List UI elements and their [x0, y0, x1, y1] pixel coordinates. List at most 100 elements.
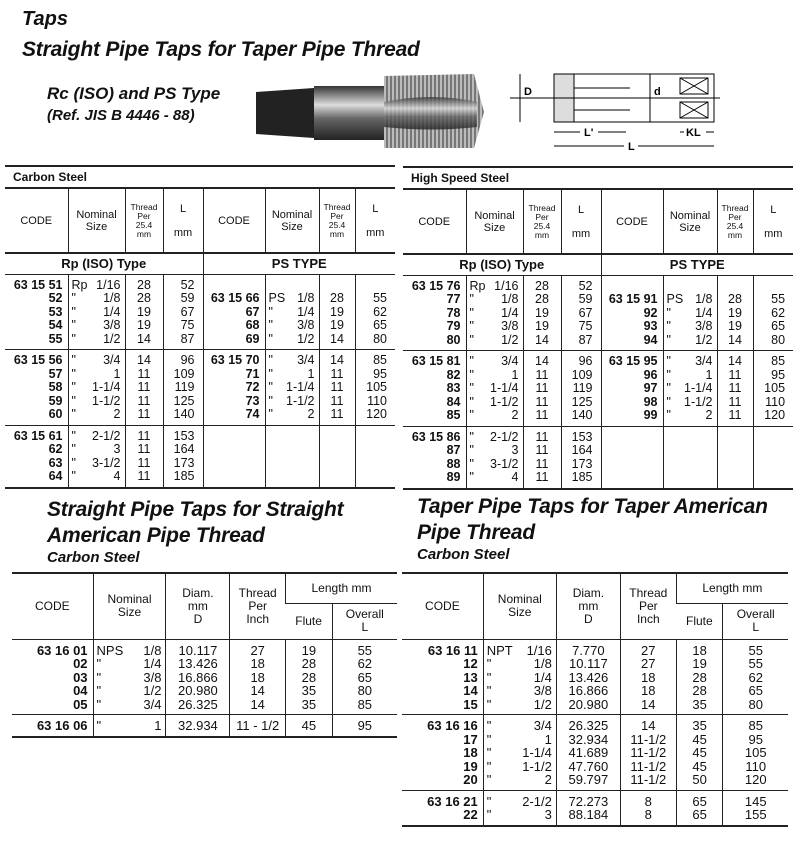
code: 93 [643, 319, 658, 333]
overall-length: 55 [748, 642, 763, 658]
thread: 11 [330, 366, 344, 381]
diameter: 59.797 [568, 772, 609, 787]
section-title: Taper Pipe Taps for Taper American Pipe … [417, 495, 768, 544]
length: 67 [180, 304, 195, 319]
nominal-prefix: " [469, 367, 474, 382]
nominal: " 2-1/2 [484, 793, 556, 809]
code: 72 [245, 380, 260, 394]
taper-pipe-table: CODE Nominal Size Diam. mm D Thread Per Inc… [402, 572, 788, 827]
code: 63 15 81 [411, 354, 461, 368]
nominal-prefix: " [469, 381, 474, 395]
nominal-size: 1 [307, 366, 315, 381]
length: 59 [180, 291, 195, 305]
nominal: " 3/8 [664, 319, 717, 334]
column-header-thread: Thread Per 25.4 mm [522, 189, 561, 255]
code: 62 [48, 442, 63, 456]
thread: 27 [641, 642, 656, 658]
flute-length-cell: 65 65 [675, 790, 723, 827]
thread: 11 - 1/2 [236, 718, 280, 733]
nominal-size: 3/4 [297, 353, 315, 367]
subtitle: Rc (ISO) and PS Type [47, 84, 221, 103]
thread-cell: 14 11 11 11 11 [716, 350, 753, 427]
nominal-prefix: " [486, 793, 492, 809]
thread: 27 [641, 656, 656, 671]
column-header-nominal: Nominal Size [92, 573, 166, 640]
header-row: CODE Nominal Size Thread Per 25.4 mm L mm CO… [403, 189, 794, 255]
thread: 11 [330, 393, 344, 408]
column-header-diam: Diam. mm D [555, 573, 621, 640]
nominal: " 2 [484, 773, 556, 787]
nominal: NPT 1/16 [484, 643, 556, 658]
code: 58 [48, 380, 63, 394]
thread: 11 [535, 456, 549, 471]
nominal-size: 1-1/2 [522, 758, 552, 774]
flute-length-cell: 45 [285, 714, 333, 738]
nominal: PS 1/8 [664, 292, 717, 307]
thread: 28 [535, 278, 549, 293]
nominal-prefix: " [96, 683, 102, 698]
nominal-prefix: " [71, 291, 76, 305]
column-header-diam: Diam. mm D [165, 573, 230, 640]
row-group: 63 15 86 87 88 89 " 2-1/2 " 3 " 3-1/2 " 4 11 11 11 11 15… [403, 426, 794, 490]
nominal-prefix: " [486, 669, 492, 685]
nominal: " 3/8 [266, 318, 319, 333]
nominal-prefix: " [469, 470, 474, 484]
nominal-size: 3/4 [143, 696, 162, 712]
straight-pipe-section: Straight Pipe Taps for Straight American… [47, 497, 344, 566]
flute-length: 50 [692, 772, 707, 787]
length: 140 [571, 408, 593, 422]
nominal: " 3/4 [94, 696, 166, 712]
nominal-prefix: " [469, 456, 474, 471]
code: 68 [245, 318, 260, 332]
nominal-cell: " 2-1/2 " 3 [482, 790, 557, 827]
nominal-prefix: " [469, 443, 474, 457]
nominal: " 3/8 [484, 684, 556, 698]
diameter: 13.426 [568, 669, 609, 685]
code: 85 [446, 408, 461, 422]
nominal-size: 2 [544, 772, 552, 787]
nominal-size: 2 [113, 407, 121, 421]
length: 164 [173, 442, 195, 456]
nominal-prefix: " [71, 353, 76, 367]
code: 69 [245, 331, 260, 346]
thread: 19 [330, 318, 344, 332]
section-title: PS TYPE [202, 253, 396, 275]
length-cell [354, 425, 396, 489]
nominal-size: 1/4 [297, 304, 315, 319]
flute-length: 45 [301, 718, 317, 733]
nominal-cell: " 3/4 " 1 " 1-1/4 " 1-1/2 " 2 [482, 714, 557, 791]
thread: 14 [641, 718, 656, 733]
spec-table: CODE Nominal Size Diam. mm D Thread Per Inc… [12, 572, 397, 738]
flute-length: 45 [692, 745, 707, 760]
section-title: Rp (ISO) Type [403, 254, 601, 276]
length: 120 [366, 407, 388, 421]
nominal-prefix: " [469, 354, 474, 368]
thread: 11 [535, 381, 549, 395]
nominal-prefix: " [666, 394, 671, 409]
overall-length: 65 [748, 683, 763, 698]
nominal-size: 1 [544, 731, 552, 747]
nominal-prefix: " [71, 428, 76, 443]
nominal: " 1 [69, 367, 125, 382]
spec-table: Carbon Steel CODE Nominal Size Thread Per 2… [5, 165, 396, 489]
overall-length: 105 [744, 745, 767, 760]
column-header-length: L mm [354, 188, 396, 254]
nominal-prefix: " [71, 380, 76, 394]
nominal-prefix: " [666, 332, 671, 347]
diameter: 20.980 [178, 683, 218, 698]
nominal: " 1-1/4 [664, 381, 717, 396]
nominal: " 3/8 [94, 670, 166, 685]
overall-length: 95 [748, 731, 763, 747]
nominal-prefix: " [486, 807, 492, 822]
nominal: " 1/8 [484, 657, 556, 671]
thread-cell: 14 11 11 11 11 [522, 350, 561, 427]
code: 13 [463, 669, 478, 685]
thread: 11 [535, 429, 549, 444]
thread: 18 [641, 669, 656, 685]
thread: 28 [137, 291, 151, 305]
nominal: PS 1/8 [266, 291, 319, 306]
nominal-prefix: " [486, 718, 492, 733]
column-header-nominal: Nominal Size [465, 189, 523, 255]
thread: 19 [330, 304, 344, 319]
